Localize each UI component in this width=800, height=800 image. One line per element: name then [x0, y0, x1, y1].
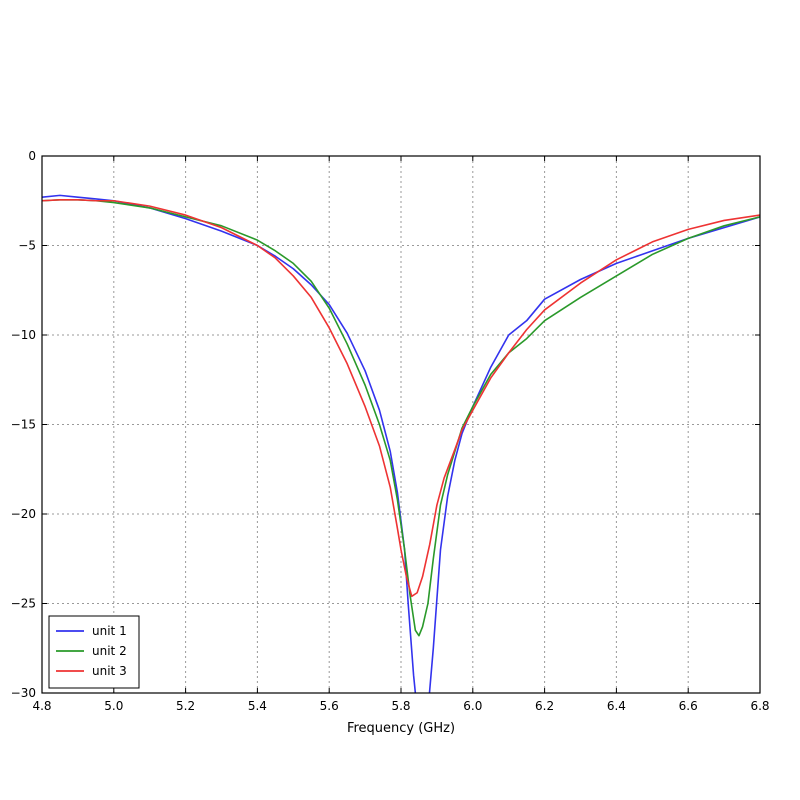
x-tick-label: 6.4: [607, 699, 626, 713]
x-tick-label: 6.0: [463, 699, 482, 713]
legend-label: unit 1: [92, 624, 127, 638]
y-tick-label: −20: [11, 507, 36, 521]
x-axis-title: Frequency (GHz): [347, 721, 455, 736]
series-line-unit-1: [42, 194, 760, 693]
legend-label: unit 2: [92, 644, 127, 658]
y-tick-label: −5: [18, 239, 36, 253]
x-tick-label: 5.0: [104, 699, 123, 713]
series-layer: [42, 194, 760, 693]
y-axis-ticks: 0 −5 −10 −15 −20 −25 −30: [11, 149, 760, 700]
y-tick-label: −30: [11, 686, 36, 700]
series-line-unit-3: [42, 199, 760, 598]
y-tick-label: −10: [11, 328, 36, 342]
grid-lines: [42, 156, 760, 693]
x-tick-label: 4.8: [32, 699, 51, 713]
y-tick-label: −25: [11, 597, 36, 611]
x-tick-label: 5.6: [320, 699, 339, 713]
x-tick-label: 5.8: [391, 699, 410, 713]
x-tick-label: 5.2: [176, 699, 195, 713]
x-tick-label: 6.6: [679, 699, 698, 713]
x-tick-label: 6.8: [750, 699, 769, 713]
x-axis-ticks: 4.8 5.0 5.2 5.4 5.6 5.8 6.0 6.2 6.4 6.6 6.8: [32, 156, 770, 713]
x-tick-label: 5.4: [248, 699, 267, 713]
y-tick-label: −15: [11, 418, 36, 432]
legend-box: [48, 615, 140, 689]
legend: unit 1 unit 2 unit 3: [48, 615, 140, 689]
y-tick-label: 0: [28, 149, 36, 163]
legend-label: unit 3: [92, 664, 127, 678]
x-tick-label: 6.2: [535, 699, 554, 713]
